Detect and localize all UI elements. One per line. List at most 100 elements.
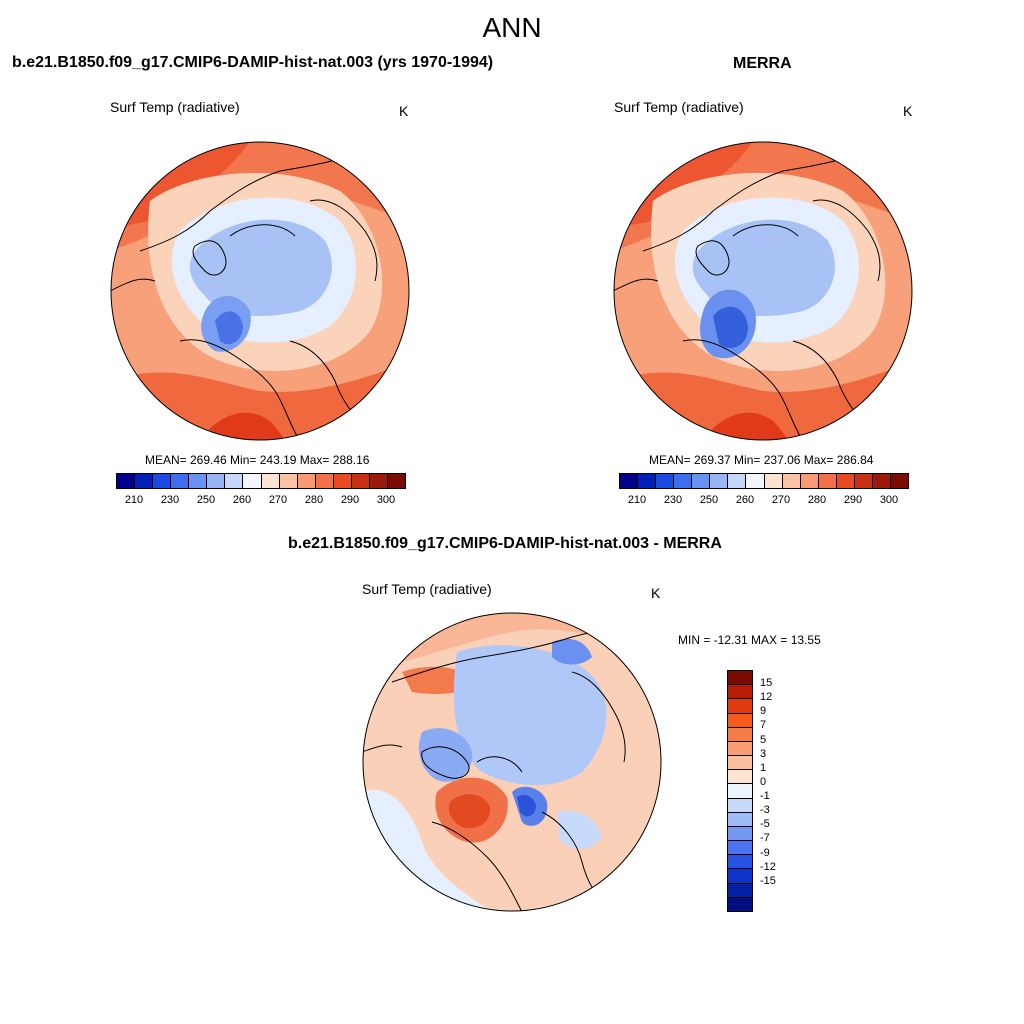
model-polar-map: [110, 141, 410, 441]
colorbar-swatch: [728, 474, 747, 488]
colorbar-swatch: [225, 474, 244, 488]
colorbar-swatch: [728, 897, 752, 911]
colorbar-tick-label: 300: [376, 494, 396, 506]
colorbar-tick-label: -15: [760, 874, 776, 887]
colorbar-swatch: [728, 685, 752, 700]
colorbar-tick-label: -5: [760, 818, 770, 831]
colorbar-tick-label: 250: [699, 494, 719, 506]
model-colorbar: [116, 473, 406, 489]
colorbar-swatch: [728, 699, 752, 714]
colorbar-swatch: [746, 474, 765, 488]
obs-panel-title: MERRA: [733, 55, 792, 72]
colorbar-swatch: [620, 474, 639, 488]
colorbar-swatch: [387, 474, 405, 488]
colorbar-swatch: [297, 474, 316, 488]
colorbar-tick-label: -7: [760, 832, 770, 845]
colorbar-swatch: [728, 812, 752, 827]
colorbar-swatch: [135, 474, 154, 488]
colorbar-tick-label: 7: [760, 719, 767, 732]
colorbar-swatch: [333, 474, 352, 488]
colorbar-swatch: [369, 474, 388, 488]
colorbar-swatch: [728, 883, 752, 898]
obs-stats: MEAN= 269.37 Min= 237.06 Max= 286.84: [649, 453, 874, 467]
obs-variable-label: Surf Temp (radiative): [614, 99, 744, 115]
model-units-label: K: [399, 103, 409, 119]
colorbar-tick-label: 280: [807, 494, 827, 506]
colorbar-swatch: [243, 474, 262, 488]
colorbar-swatch: [728, 869, 752, 884]
colorbar-tick-label: 260: [232, 494, 252, 506]
obs-colorbar-ticks: 210 230 250 260 270 280 290 300: [619, 494, 907, 508]
obs-polar-map: [613, 141, 913, 441]
colorbar-swatch: [728, 855, 752, 870]
model-stats: MEAN= 269.46 Min= 243.19 Max= 288.16: [145, 453, 370, 467]
colorbar-tick-label: 290: [340, 494, 360, 506]
colorbar-swatch: [315, 474, 334, 488]
colorbar-swatch: [279, 474, 298, 488]
diff-panel-title: b.e21.B1850.f09_g17.CMIP6-DAMIP-hist-nat…: [288, 535, 722, 552]
colorbar-swatch: [782, 474, 801, 488]
colorbar-swatch: [710, 474, 729, 488]
obs-units-label: K: [903, 103, 913, 119]
colorbar-swatch: [728, 741, 752, 757]
colorbar-tick-label: 9: [760, 705, 767, 718]
colorbar-swatch: [153, 474, 172, 488]
model-colorbar-ticks: 210 230 250 260 270 280 290 300: [116, 494, 404, 508]
diff-variable-label: Surf Temp (radiative): [362, 581, 492, 597]
diff-polar-map: [362, 612, 662, 912]
colorbar-swatch: [171, 474, 190, 488]
figure-title: ANN: [482, 12, 542, 43]
diff-colorbar: [727, 670, 753, 912]
colorbar-swatch: [728, 784, 752, 799]
colorbar-tick-label: -12: [760, 860, 776, 873]
model-panel-title: b.e21.B1850.f09_g17.CMIP6-DAMIP-hist-nat…: [12, 54, 494, 71]
colorbar-swatch: [728, 671, 752, 686]
colorbar-tick-label: 210: [627, 494, 647, 506]
colorbar-tick-label: 270: [771, 494, 791, 506]
diff-colorbar-ticks: 15 12 9 7 5 3 1 0 -1 -3 -5 -7 -9 -12 -15: [760, 670, 800, 910]
colorbar-tick-label: 260: [735, 494, 755, 506]
colorbar-tick-label: 5: [760, 733, 767, 746]
colorbar-tick-label: -1: [760, 790, 770, 803]
model-variable-label: Surf Temp (radiative): [110, 99, 240, 115]
colorbar-swatch: [728, 826, 752, 842]
colorbar-swatch: [638, 474, 657, 488]
colorbar-swatch: [656, 474, 675, 488]
colorbar-tick-label: 12: [760, 691, 773, 704]
diff-stats: MIN = -12.31 MAX = 13.55: [678, 633, 821, 647]
colorbar-tick-label: 210: [124, 494, 144, 506]
colorbar-swatch: [728, 713, 752, 728]
colorbar-swatch: [117, 474, 136, 488]
colorbar-tick-label: 270: [268, 494, 288, 506]
colorbar-swatch: [261, 474, 280, 488]
colorbar-tick-label: 15: [760, 677, 773, 690]
colorbar-tick-label: 230: [160, 494, 180, 506]
colorbar-swatch: [836, 474, 855, 488]
colorbar-tick-label: -9: [760, 846, 770, 859]
colorbar-swatch: [728, 756, 752, 771]
colorbar-swatch: [728, 727, 752, 742]
obs-colorbar: [619, 473, 909, 489]
colorbar-tick-label: -3: [760, 804, 770, 817]
colorbar-tick-label: 1: [760, 761, 767, 774]
colorbar-swatch: [207, 474, 226, 488]
colorbar-tick-label: 250: [196, 494, 216, 506]
colorbar-tick-label: 3: [760, 747, 767, 760]
colorbar-swatch: [854, 474, 873, 488]
colorbar-swatch: [872, 474, 891, 488]
colorbar-swatch: [674, 474, 693, 488]
colorbar-swatch: [890, 474, 908, 488]
colorbar-swatch: [800, 474, 819, 488]
colorbar-tick-label: 290: [843, 494, 863, 506]
colorbar-swatch: [728, 841, 752, 856]
colorbar-swatch: [728, 770, 752, 785]
colorbar-tick-label: 300: [879, 494, 899, 506]
colorbar-tick-label: 0: [760, 775, 767, 788]
colorbar-swatch: [351, 474, 370, 488]
colorbar-swatch: [189, 474, 208, 488]
diff-units-label: K: [651, 585, 661, 601]
colorbar-tick-label: 230: [663, 494, 683, 506]
colorbar-tick-label: 280: [304, 494, 324, 506]
colorbar-swatch: [818, 474, 837, 488]
colorbar-swatch: [692, 474, 711, 488]
